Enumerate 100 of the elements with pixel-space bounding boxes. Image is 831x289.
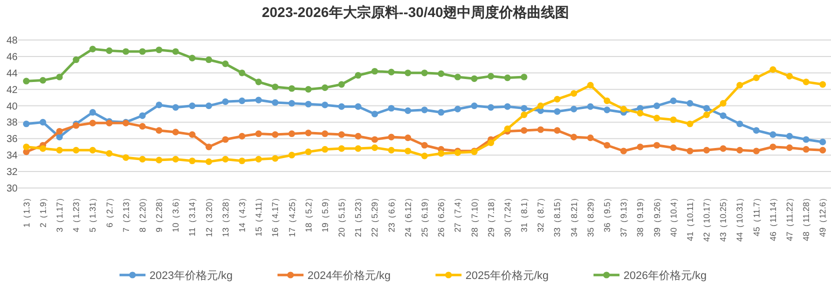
- point: [421, 142, 428, 149]
- point: [272, 155, 278, 162]
- point: [206, 102, 212, 110]
- point: [570, 90, 578, 97]
- point: [802, 78, 810, 86]
- point: [89, 46, 96, 52]
- x-tick-label: 42（10.17）: [702, 193, 712, 242]
- point: [404, 148, 412, 154]
- x-tick-label: 44（10.31）: [734, 193, 745, 242]
- point: [470, 75, 478, 82]
- x-tick-label: 10（3.6）: [170, 193, 181, 232]
- point: [206, 144, 212, 150]
- point: [786, 132, 793, 140]
- y-tick-label: 38: [6, 118, 18, 129]
- point: [338, 103, 345, 110]
- x-tick-label: 1（1.3）: [21, 193, 32, 228]
- point: [404, 107, 412, 114]
- y-tick-label: 36: [6, 134, 18, 146]
- legend-label: 2024年价格元/kg: [308, 270, 391, 282]
- point: [40, 118, 46, 126]
- point: [620, 106, 627, 112]
- x-tick-label: 41（10.11）: [684, 193, 695, 242]
- point: [172, 156, 179, 163]
- point: [520, 127, 528, 134]
- point: [670, 144, 677, 152]
- x-tick-label: 48（11.28）: [801, 193, 812, 242]
- point: [272, 84, 278, 90]
- x-tick-label: 47（11.22）: [784, 193, 795, 242]
- point: [156, 127, 162, 134]
- point: [786, 72, 793, 80]
- point: [720, 112, 726, 119]
- x-tick-label: 37（9.13）: [618, 193, 629, 237]
- x-tick-label: 40（10.4）: [668, 193, 678, 237]
- point: [753, 74, 760, 82]
- point: [188, 158, 196, 164]
- legend-label: 2025年价格元/kg: [466, 270, 549, 282]
- point: [56, 134, 63, 140]
- point: [770, 131, 776, 138]
- x-tick-label: 22（5.29）: [370, 193, 380, 237]
- point: [305, 148, 312, 156]
- point: [720, 145, 726, 152]
- point: [40, 145, 46, 152]
- point: [272, 99, 278, 106]
- point: [238, 98, 246, 104]
- x-tick-label: 26（6.26）: [436, 193, 446, 237]
- point: [620, 148, 627, 154]
- point: [587, 103, 594, 110]
- point: [404, 134, 412, 142]
- x-tick-label: 14（4.3）: [236, 193, 247, 232]
- y-tick-label: 48: [6, 36, 18, 46]
- point: [488, 72, 494, 80]
- point: [288, 130, 296, 138]
- point: [653, 142, 660, 149]
- point: [819, 81, 826, 88]
- point: [753, 127, 760, 134]
- point: [802, 146, 810, 153]
- point: [388, 146, 395, 154]
- point: [222, 98, 229, 105]
- point: [819, 146, 826, 154]
- point: [40, 76, 46, 84]
- x-tick-label: 13（3.28）: [220, 193, 230, 237]
- point: [305, 130, 312, 136]
- point: [670, 98, 677, 104]
- x-tick-label: 43（10.25）: [718, 193, 728, 242]
- point: [89, 146, 96, 154]
- x-tick-label: 35（8.29）: [585, 193, 596, 237]
- point: [322, 146, 328, 153]
- x-tick-label: 12（3.20）: [204, 193, 214, 237]
- x-tick-label: 5（1.31）: [88, 193, 98, 232]
- point: [222, 156, 229, 163]
- y-tick-label: 44: [6, 68, 18, 80]
- point: [753, 148, 760, 154]
- x-tick-label: 36（9.5）: [602, 193, 612, 232]
- point: [504, 103, 511, 110]
- point: [786, 144, 793, 152]
- point: [438, 109, 444, 116]
- point: [454, 106, 461, 112]
- point: [139, 112, 146, 119]
- point: [322, 130, 328, 138]
- legend-label: 2023年价格元/kg: [150, 270, 233, 282]
- point: [421, 152, 428, 160]
- point: [504, 126, 511, 132]
- x-tick-label: 20（5.15）: [336, 193, 347, 237]
- point: [238, 158, 246, 164]
- point: [570, 134, 578, 140]
- point: [139, 123, 146, 130]
- x-tick-label: 34（8.21）: [568, 193, 579, 237]
- point: [338, 145, 345, 152]
- x-tick-label: 23（6.6）: [386, 193, 396, 232]
- point: [736, 146, 744, 154]
- point: [89, 109, 96, 116]
- point: [255, 130, 262, 138]
- point: [354, 145, 362, 152]
- point: [438, 150, 444, 157]
- point: [338, 81, 345, 88]
- point: [255, 156, 262, 163]
- point: [288, 152, 296, 158]
- x-tick-label: 28（7.10）: [469, 193, 480, 237]
- point: [703, 104, 710, 112]
- point: [653, 102, 660, 110]
